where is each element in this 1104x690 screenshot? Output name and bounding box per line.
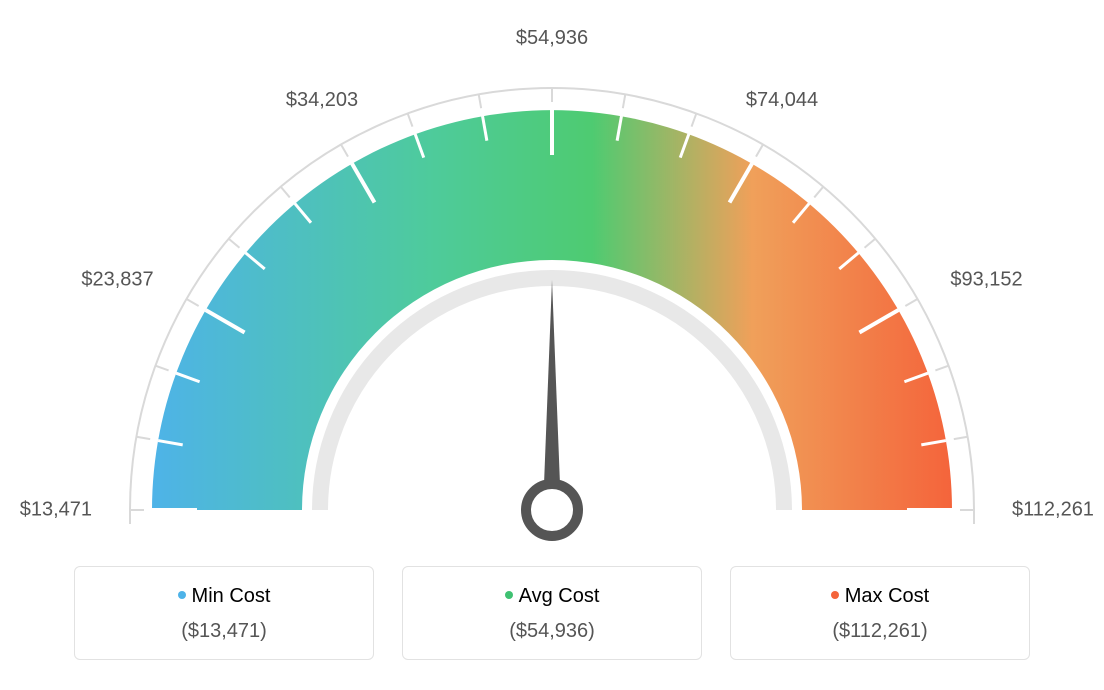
legend-value-max: ($112,261) — [741, 620, 1019, 643]
legend-box-min: Min Cost ($13,471) — [74, 566, 374, 660]
gauge-area: $13,471 $23,837 $34,203 $54,936 $74,044 $93,1… — [0, 0, 1104, 560]
legend-title-avg: Avg Cost — [413, 585, 691, 608]
tick-label: $13,471 — [20, 499, 92, 522]
legend-dot-max — [831, 591, 839, 599]
legend-dot-avg — [505, 591, 513, 599]
legend-title-max: Max Cost — [741, 585, 1019, 608]
legend-value-min: ($13,471) — [85, 620, 363, 643]
gauge-svg — [0, 0, 1104, 560]
legend-box-max: Max Cost ($112,261) — [730, 566, 1030, 660]
legend-value-avg: ($54,936) — [413, 620, 691, 643]
tick-label: $34,203 — [286, 89, 358, 112]
legend-dot-min — [178, 591, 186, 599]
legend: Min Cost ($13,471) Avg Cost ($54,936) Ma… — [0, 566, 1104, 660]
legend-label-max: Max Cost — [845, 585, 929, 607]
tick-label: $112,261 — [1012, 499, 1094, 522]
tick-label: $93,152 — [950, 269, 1022, 292]
tick-label: $74,044 — [746, 89, 818, 112]
tick-label: $54,936 — [516, 27, 588, 50]
tick-label: $23,837 — [81, 269, 153, 292]
chart-container: $13,471 $23,837 $34,203 $54,936 $74,044 $93,1… — [0, 0, 1104, 690]
legend-label-avg: Avg Cost — [519, 585, 600, 607]
legend-box-avg: Avg Cost ($54,936) — [402, 566, 702, 660]
legend-label-min: Min Cost — [192, 585, 271, 607]
legend-title-min: Min Cost — [85, 585, 363, 608]
